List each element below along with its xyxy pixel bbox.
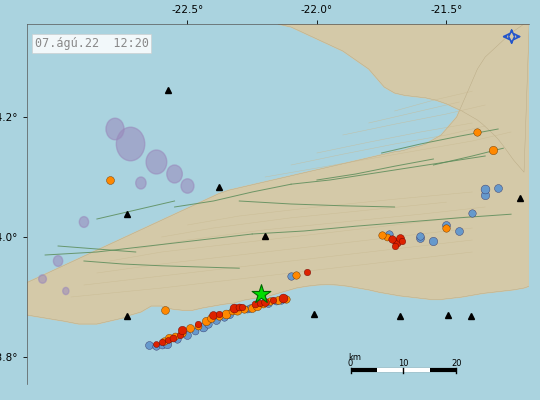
- Point: [268, 297, 277, 303]
- Point: [382, 234, 391, 240]
- Point: [178, 327, 187, 333]
- Point: [377, 232, 386, 238]
- Point: [442, 225, 451, 231]
- Point: [214, 311, 223, 317]
- Point: [164, 337, 172, 343]
- Point: [302, 269, 311, 275]
- Point: [214, 313, 223, 319]
- Point: [186, 325, 194, 331]
- Point: [398, 237, 407, 244]
- Polygon shape: [27, 24, 529, 324]
- Point: [157, 342, 166, 348]
- Point: [494, 185, 502, 191]
- Point: [388, 236, 396, 242]
- Ellipse shape: [116, 127, 145, 161]
- Point: [390, 238, 399, 244]
- Point: [173, 336, 181, 342]
- Point: [266, 298, 275, 304]
- Point: [455, 228, 464, 234]
- Point: [160, 338, 168, 344]
- Point: [281, 296, 290, 302]
- Point: [152, 340, 161, 347]
- Point: [152, 343, 161, 350]
- Point: [232, 307, 241, 313]
- Point: [176, 332, 184, 339]
- Point: [235, 304, 244, 310]
- Ellipse shape: [79, 217, 89, 227]
- Point: [144, 342, 153, 348]
- Point: [292, 272, 301, 278]
- Point: [199, 324, 207, 330]
- Point: [271, 298, 280, 304]
- Point: [274, 297, 282, 303]
- Point: [170, 333, 179, 339]
- Ellipse shape: [63, 287, 69, 294]
- Point: [242, 306, 251, 312]
- Point: [264, 300, 272, 306]
- Point: [201, 318, 210, 324]
- Point: [163, 340, 171, 347]
- Point: [416, 233, 425, 239]
- Point: [240, 306, 249, 312]
- Point: [257, 291, 266, 297]
- Point: [393, 240, 402, 246]
- Point: [219, 314, 228, 320]
- Point: [191, 328, 200, 334]
- Point: [225, 311, 233, 318]
- Point: [251, 301, 259, 308]
- Ellipse shape: [146, 150, 167, 174]
- Point: [193, 321, 202, 327]
- Point: [481, 186, 490, 192]
- Point: [245, 305, 254, 311]
- Point: [193, 323, 202, 329]
- Ellipse shape: [167, 165, 183, 183]
- Point: [481, 192, 490, 198]
- Ellipse shape: [39, 275, 46, 283]
- Point: [204, 321, 213, 327]
- Point: [391, 243, 400, 249]
- Point: [212, 316, 220, 323]
- Point: [258, 301, 267, 308]
- Point: [395, 235, 404, 242]
- Point: [230, 305, 239, 311]
- Point: [468, 210, 477, 216]
- Ellipse shape: [53, 256, 63, 266]
- Point: [489, 147, 497, 153]
- Point: [165, 335, 174, 342]
- Ellipse shape: [136, 177, 146, 189]
- Ellipse shape: [181, 179, 194, 193]
- Ellipse shape: [106, 118, 124, 140]
- Text: 20: 20: [451, 359, 462, 368]
- Point: [183, 332, 192, 338]
- Polygon shape: [278, 24, 529, 172]
- Point: [253, 303, 262, 309]
- Point: [287, 273, 295, 279]
- Point: [161, 307, 170, 313]
- Point: [429, 238, 438, 244]
- Text: 10: 10: [398, 359, 409, 368]
- Point: [105, 177, 114, 183]
- Point: [279, 295, 288, 301]
- Point: [473, 129, 482, 135]
- Point: [157, 339, 166, 345]
- Point: [416, 235, 425, 242]
- Point: [222, 311, 231, 317]
- Point: [227, 308, 236, 315]
- Point: [206, 315, 215, 321]
- Text: km: km: [348, 353, 361, 362]
- Point: [209, 312, 218, 318]
- Point: [385, 231, 394, 237]
- Point: [178, 330, 187, 336]
- Text: 07.ágú.22  12:20: 07.ágú.22 12:20: [35, 37, 148, 50]
- Point: [442, 222, 451, 228]
- Point: [255, 300, 264, 306]
- Point: [248, 305, 256, 311]
- Point: [276, 297, 285, 303]
- Text: 0: 0: [348, 359, 353, 368]
- Point: [261, 298, 269, 305]
- Point: [238, 303, 246, 310]
- Point: [169, 335, 178, 341]
